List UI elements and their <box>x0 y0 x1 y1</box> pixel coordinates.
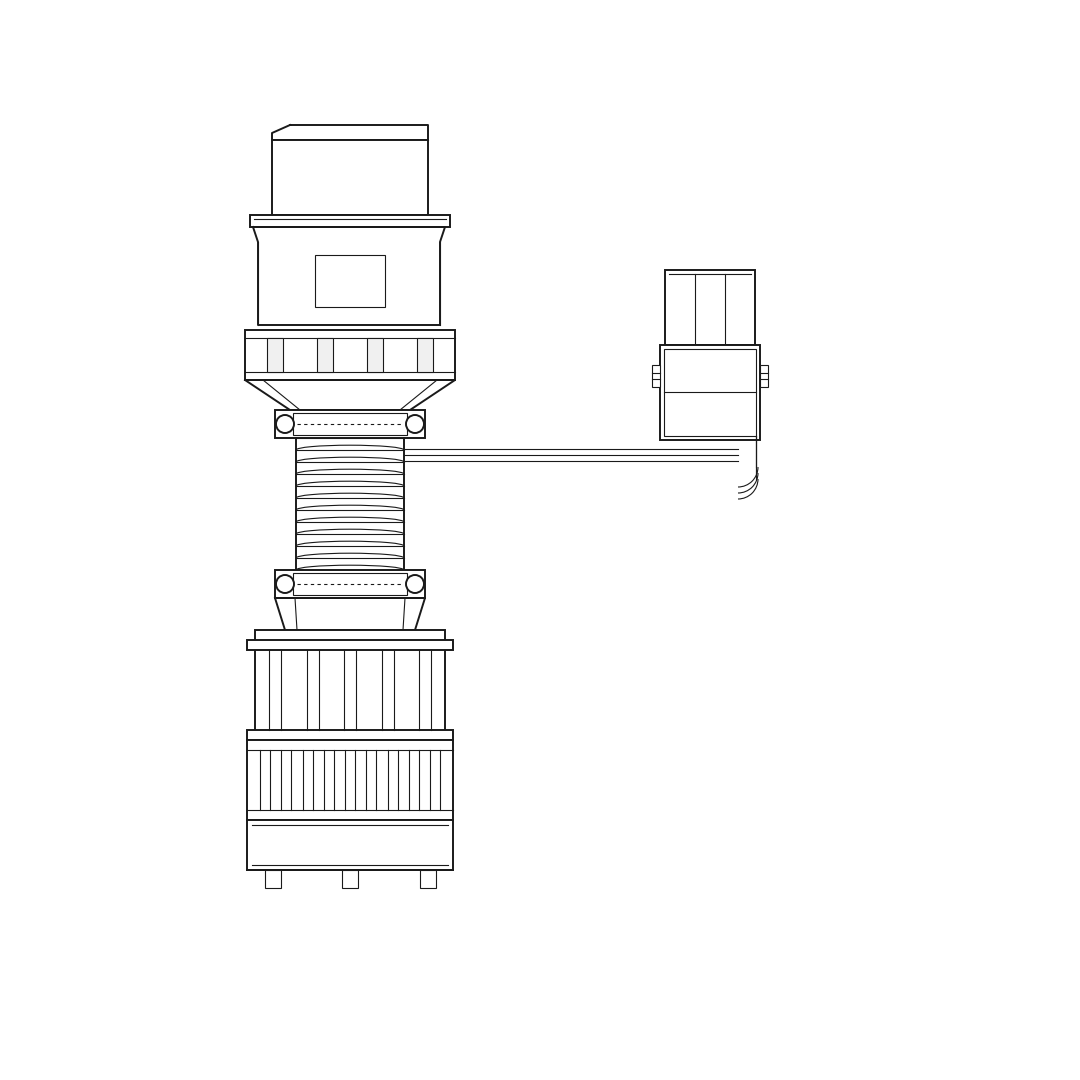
Bar <box>293 573 407 595</box>
Bar <box>247 820 453 870</box>
Bar <box>660 345 760 440</box>
Bar <box>275 410 426 438</box>
Circle shape <box>276 575 294 593</box>
Bar <box>760 365 768 387</box>
Bar <box>664 349 756 436</box>
Circle shape <box>276 415 294 433</box>
Bar <box>315 255 384 307</box>
Bar <box>665 270 755 345</box>
Bar <box>318 338 333 372</box>
Bar <box>342 870 357 888</box>
Polygon shape <box>245 380 455 410</box>
Circle shape <box>406 575 424 593</box>
Polygon shape <box>253 227 445 325</box>
Bar <box>293 413 407 435</box>
Bar <box>275 570 426 598</box>
Bar <box>247 740 453 820</box>
Bar <box>652 365 660 387</box>
Bar <box>255 630 445 740</box>
Polygon shape <box>272 125 428 140</box>
Circle shape <box>406 415 424 433</box>
Bar <box>420 870 436 888</box>
Bar <box>417 338 433 372</box>
Bar <box>265 870 281 888</box>
Bar <box>247 730 453 740</box>
Polygon shape <box>275 598 426 630</box>
Bar <box>249 215 450 227</box>
Bar <box>272 140 428 215</box>
Bar <box>245 330 455 380</box>
Bar <box>267 338 283 372</box>
Bar <box>367 338 383 372</box>
Bar <box>247 640 453 650</box>
